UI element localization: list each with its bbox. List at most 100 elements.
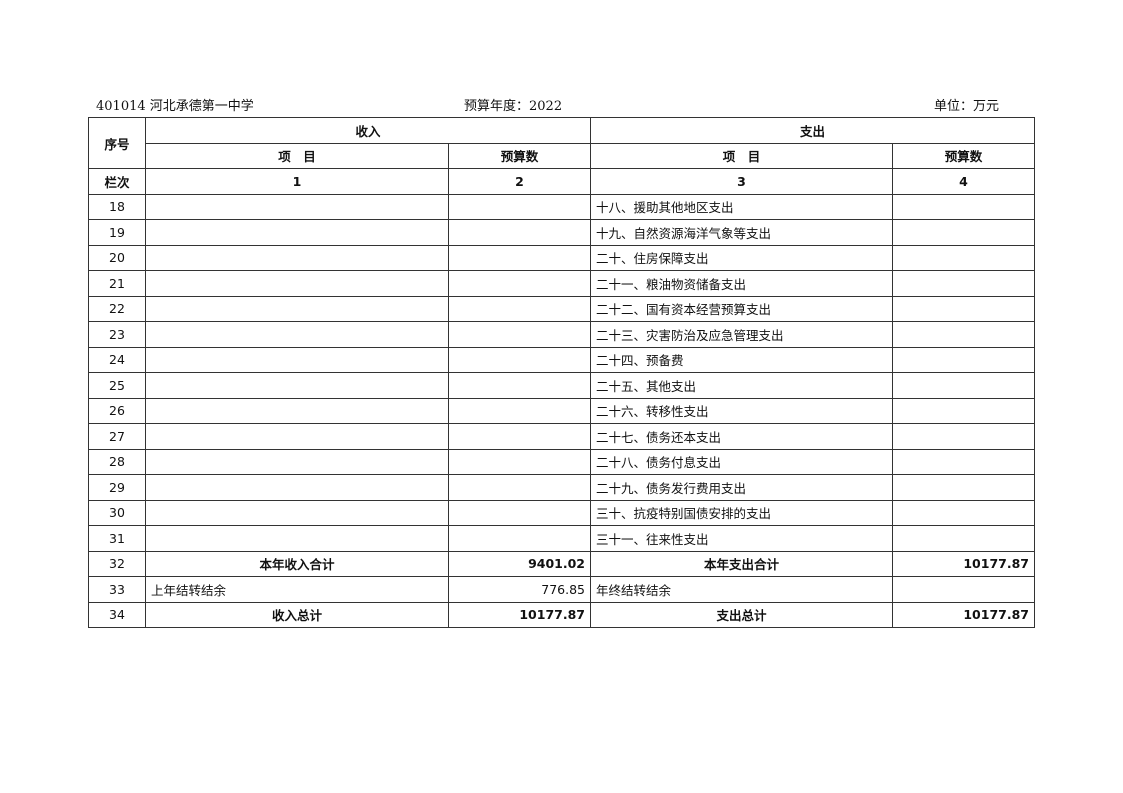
expense-item: 三十一、往来性支出 [590,525,893,552]
col-2: 2 [448,168,591,195]
unit-label: 单位：万元 [934,99,1000,114]
expense-value [892,499,1035,526]
income-value [448,372,591,399]
expense-value [892,372,1035,399]
row-number: 31 [88,525,146,552]
income-item [145,193,449,220]
income-item: 上年结转结余 [145,576,449,603]
row-number: 24 [88,346,146,373]
expense-value [892,576,1035,603]
row-number: 32 [88,550,146,577]
income-item [145,270,449,297]
income-item [145,474,449,501]
income-item-header: 项 目 [145,142,449,169]
income-value: 9401.02 [448,550,591,577]
table-row: 18 十八、援助其他地区支出 [88,193,1035,220]
income-value [448,321,591,348]
row-number: 20 [88,244,146,271]
table-row: 25 二十五、其他支出 [88,372,1035,399]
table-row: 32 本年收入合计 9401.02 本年支出合计 10177.87 [88,550,1035,577]
income-value [448,346,591,373]
col-3: 3 [590,168,893,195]
income-value [448,397,591,424]
income-value [448,423,591,450]
table-row: 20 二十、住房保障支出 [88,244,1035,271]
expense-value [892,193,1035,220]
col-4: 4 [892,168,1035,195]
row-number: 25 [88,372,146,399]
expense-item: 二十四、预备费 [590,346,893,373]
income-value [448,270,591,297]
table-row: 28 二十八、债务付息支出 [88,448,1035,475]
table-row: 21 二十一、粮油物资储备支出 [88,270,1035,297]
row-number: 22 [88,295,146,322]
income-value: 10177.87 [448,601,591,628]
income-value [448,295,591,322]
expense-value [892,397,1035,424]
income-item [145,525,449,552]
row-number: 19 [88,219,146,246]
income-item: 收入总计 [145,601,449,628]
income-item [145,321,449,348]
expense-item: 三十、抗疫特别国债安排的支出 [590,499,893,526]
income-budget-header: 预算数 [448,142,591,169]
income-value [448,525,591,552]
income-item: 本年收入合计 [145,550,449,577]
row-number: 23 [88,321,146,348]
table-row: 34 收入总计 10177.87 支出总计 10177.87 [88,601,1035,628]
table-row: 26 二十六、转移性支出 [88,397,1035,424]
expense-value [892,295,1035,322]
expense-header: 支出 [590,117,1035,144]
income-value: 776.85 [448,576,591,603]
unit-org: 401014 河北承德第一中学 [96,99,254,114]
income-item [145,499,449,526]
expense-value: 10177.87 [892,601,1035,628]
row-number: 27 [88,423,146,450]
expense-value [892,474,1035,501]
income-value [448,499,591,526]
expense-item: 二十五、其他支出 [590,372,893,399]
income-header: 收入 [145,117,591,144]
col-1: 1 [145,168,449,195]
expense-budget-header: 预算数 [892,142,1035,169]
income-item [145,295,449,322]
expense-item: 支出总计 [590,601,893,628]
expense-value: 10177.87 [892,550,1035,577]
expense-item: 十八、援助其他地区支出 [590,193,893,220]
table-row: 19 十九、自然资源海洋气象等支出 [88,219,1035,246]
table-row: 27 二十七、债务还本支出 [88,423,1035,450]
expense-item-header: 项 目 [590,142,893,169]
table-row: 29 二十九、债务发行费用支出 [88,474,1035,501]
table-row: 30 三十、抗疫特别国债安排的支出 [88,499,1035,526]
expense-item: 本年支出合计 [590,550,893,577]
income-item [145,219,449,246]
income-value [448,244,591,271]
row-number: 30 [88,499,146,526]
table-row: 23 二十三、灾害防治及应急管理支出 [88,321,1035,348]
income-item [145,346,449,373]
income-item [145,448,449,475]
budget-table: 序号 收入 支出 项 目 预算数 项 目 预算数 栏次 1 2 3 4 18 十八… [88,117,1035,628]
expense-value [892,423,1035,450]
table-row: 33 上年结转结余 776.85 年终结转结余 [88,576,1035,603]
row-number: 26 [88,397,146,424]
expense-item: 年终结转结余 [590,576,893,603]
income-value [448,219,591,246]
expense-item: 二十六、转移性支出 [590,397,893,424]
income-item [145,372,449,399]
expense-item: 二十九、债务发行费用支出 [590,474,893,501]
col-label: 栏次 [88,168,146,195]
income-value [448,448,591,475]
expense-value [892,346,1035,373]
budget-year: 预算年度：2022 [464,99,563,114]
income-item [145,244,449,271]
income-item [145,397,449,424]
table-row: 24 二十四、预备费 [88,346,1035,373]
row-number: 29 [88,474,146,501]
row-number: 33 [88,576,146,603]
row-number: 28 [88,448,146,475]
income-value [448,474,591,501]
expense-item: 二十七、债务还本支出 [590,423,893,450]
row-number: 21 [88,270,146,297]
expense-item: 二十三、灾害防治及应急管理支出 [590,321,893,348]
